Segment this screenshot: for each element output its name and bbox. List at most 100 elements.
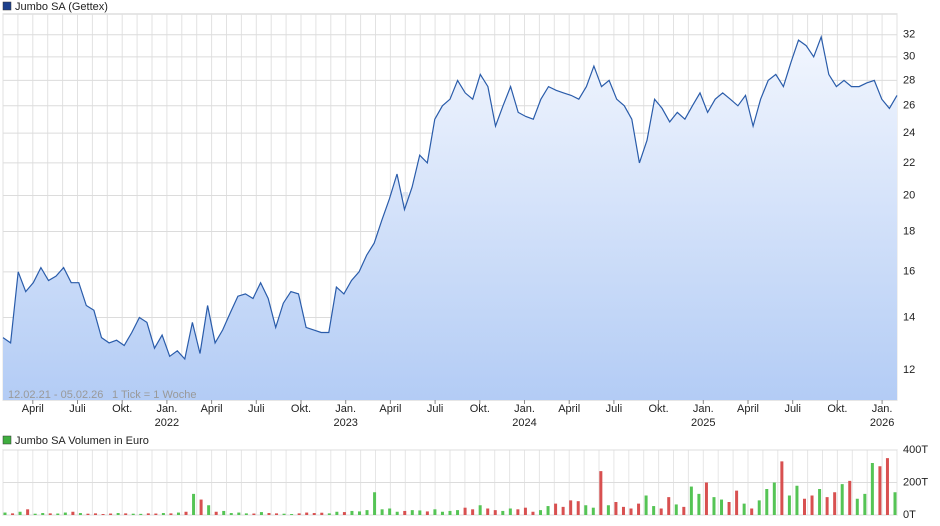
volume-bar (357, 511, 361, 515)
volume-bar (350, 510, 354, 515)
volume-bar (342, 512, 346, 515)
volume-bar (735, 490, 739, 515)
volume-bar (576, 501, 580, 515)
volume-bar (833, 492, 837, 515)
x-tick-label: Jan. (514, 403, 535, 415)
volume-bar (501, 510, 505, 515)
volume-bar (18, 511, 22, 515)
volume-bar (176, 512, 180, 515)
x-tick-label: Jan. (693, 403, 714, 415)
volume-bar (139, 513, 143, 515)
volume-bar (621, 506, 625, 515)
volume-bar (463, 507, 467, 515)
x-tick-label: Okt. (649, 403, 669, 415)
volume-bar (569, 500, 573, 515)
volume-bar (704, 482, 708, 515)
x-tick-label: Juli (69, 403, 86, 415)
volume-bar (863, 493, 867, 515)
y-tick-label: 24 (903, 127, 915, 139)
volume-bar (795, 485, 799, 515)
volume-bar (403, 510, 407, 515)
volume-bar (493, 510, 497, 515)
volume-bar (169, 513, 173, 515)
volume-bar (26, 509, 30, 515)
volume-bar (440, 511, 444, 515)
volume-bar (380, 509, 384, 515)
y-tick-label: 28 (903, 74, 915, 86)
x-tick-label: Okt. (112, 403, 132, 415)
volume-bar (373, 492, 377, 515)
volume-bar (63, 512, 67, 515)
volume-bar (222, 510, 226, 515)
volume-bar (818, 489, 822, 515)
volume-bar (365, 510, 369, 515)
volume-bar (282, 513, 286, 515)
volume-bar (456, 510, 460, 515)
volume-bar (275, 513, 279, 515)
volume-bar (327, 513, 331, 515)
volume-bar (237, 512, 241, 515)
volume-bar (629, 508, 633, 515)
volume-bar (727, 502, 731, 515)
volume-bar (48, 513, 52, 515)
volume-bar (297, 513, 301, 515)
volume-bar (3, 512, 7, 515)
tick-note: 1 Tick = 1 Woche (112, 389, 196, 401)
volume-bar (395, 511, 399, 515)
volume-bar (154, 513, 158, 515)
volume-bar (214, 511, 218, 515)
volume-bar (433, 509, 437, 515)
volume-bar (674, 504, 678, 515)
volume-bar (207, 505, 211, 515)
volume-bar (418, 510, 422, 515)
volume-bar (184, 511, 188, 515)
volume-bar (267, 513, 271, 515)
price-area (3, 36, 897, 401)
volume-bar (637, 503, 641, 515)
volume-bar (101, 514, 105, 515)
volume-bar (531, 511, 535, 515)
volume-bar (742, 503, 746, 515)
volume-bar (561, 506, 565, 515)
volume-bar (131, 513, 135, 515)
volume-bar (720, 499, 724, 515)
volume-panel: 0T 200T 400T (2, 444, 928, 521)
volume-bar (840, 484, 844, 515)
volume-bar (697, 493, 701, 515)
volume-bar (878, 466, 882, 515)
volume-bar (192, 493, 196, 515)
x-tick-label: Jan. (872, 403, 893, 415)
volume-bar (229, 513, 233, 515)
volume-bar (885, 458, 889, 515)
volume-bar (478, 505, 482, 515)
volume-bar (56, 513, 60, 515)
volume-bar (712, 497, 716, 515)
volume-bar (584, 505, 588, 515)
y-tick-label: 16 (903, 266, 915, 278)
volume-bar (320, 512, 324, 515)
volume-bar (109, 513, 113, 515)
volume-bar (78, 513, 82, 515)
volume-bar (146, 513, 150, 515)
volume-bar (614, 502, 618, 515)
volume-bar (116, 513, 120, 515)
volume-bar (539, 510, 543, 515)
x-tick-label: April (379, 403, 401, 415)
y-tick-label: 18 (903, 225, 915, 237)
volume-bar (659, 508, 663, 515)
volume-bar (244, 513, 248, 515)
volume-bar (554, 503, 558, 515)
x-tick-year: 2024 (512, 417, 536, 429)
y-tick-label: 20 (903, 189, 915, 201)
volume-bar (787, 495, 791, 515)
volume-bar (425, 511, 429, 515)
volume-bar (11, 513, 15, 515)
volume-bar (33, 513, 37, 515)
x-tick-label: April (22, 403, 44, 415)
y-tick-label: 200T (903, 476, 928, 488)
x-tick-label: Okt. (827, 403, 847, 415)
volume-bar (757, 500, 761, 515)
volume-bar (486, 508, 490, 515)
